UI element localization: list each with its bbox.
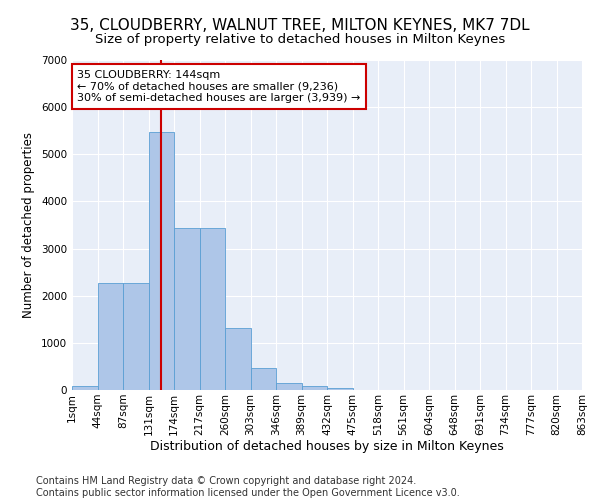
Bar xyxy=(251,368,276,390)
Y-axis label: Number of detached properties: Number of detached properties xyxy=(22,132,35,318)
Bar xyxy=(302,386,327,390)
Text: Size of property relative to detached houses in Milton Keynes: Size of property relative to detached ho… xyxy=(95,32,505,46)
Text: 35 CLOUDBERRY: 144sqm
← 70% of detached houses are smaller (9,236)
30% of semi-d: 35 CLOUDBERRY: 144sqm ← 70% of detached … xyxy=(77,70,361,103)
Bar xyxy=(327,388,353,390)
Bar xyxy=(225,328,251,390)
Bar xyxy=(97,282,123,390)
Text: 35, CLOUDBERRY, WALNUT TREE, MILTON KEYNES, MK7 7DL: 35, CLOUDBERRY, WALNUT TREE, MILTON KEYN… xyxy=(70,18,530,32)
Text: Contains HM Land Registry data © Crown copyright and database right 2024.
Contai: Contains HM Land Registry data © Crown c… xyxy=(36,476,460,498)
Bar xyxy=(174,228,199,390)
Bar xyxy=(276,382,302,390)
Bar xyxy=(199,228,225,390)
Bar xyxy=(123,282,149,390)
Bar xyxy=(72,386,97,390)
Bar xyxy=(149,132,174,390)
X-axis label: Distribution of detached houses by size in Milton Keynes: Distribution of detached houses by size … xyxy=(150,440,504,454)
